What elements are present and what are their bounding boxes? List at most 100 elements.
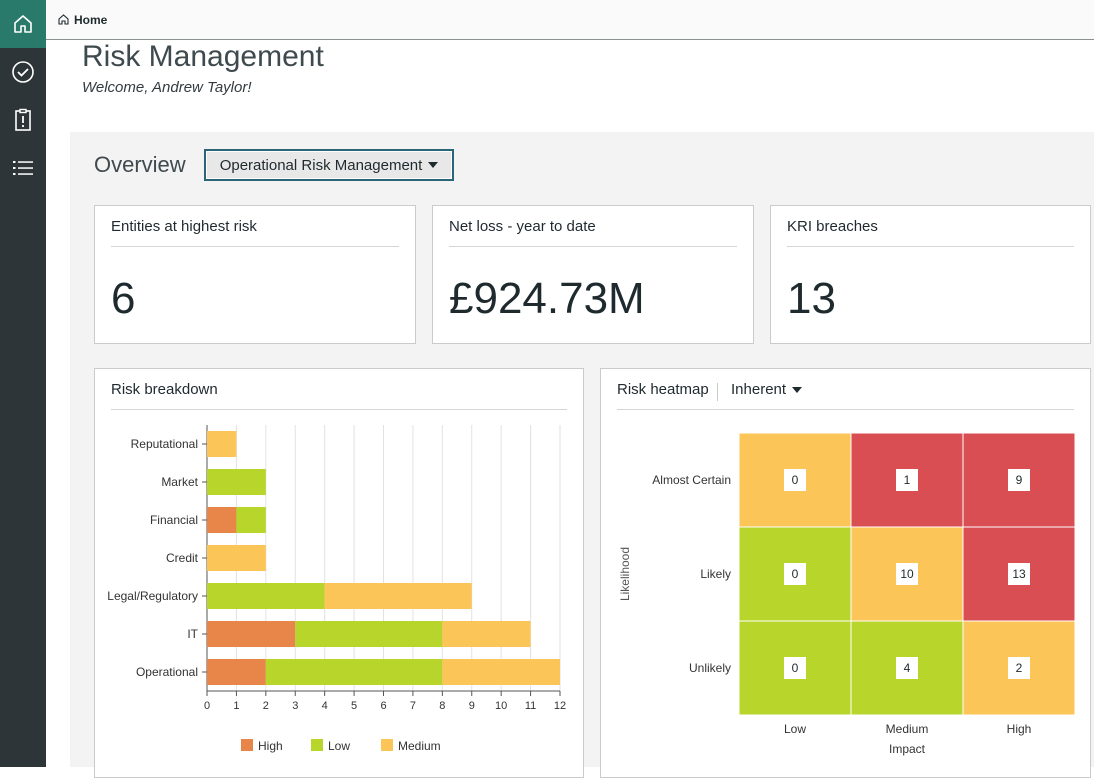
category-label: Reputational xyxy=(131,437,198,451)
x-tick-label: 8 xyxy=(439,700,445,712)
bar-segment-high xyxy=(207,507,237,533)
overview-label: Overview xyxy=(94,152,186,177)
divider xyxy=(787,246,1074,247)
legend-label: Medium xyxy=(398,739,441,753)
x-tick-label: 2 xyxy=(263,700,269,712)
category-label: Market xyxy=(161,475,198,489)
cell-value: 9 xyxy=(1016,473,1023,487)
kpi-card-kri-breaches: KRI breaches 13 xyxy=(770,205,1091,344)
divider xyxy=(617,409,1074,410)
welcome-message: Welcome, Andrew Taylor! xyxy=(82,79,252,96)
chevron-down-icon xyxy=(792,386,803,393)
nav-tasks[interactable] xyxy=(0,48,46,96)
legend-swatch xyxy=(311,739,323,751)
kpi-value: 6 xyxy=(111,274,136,323)
x-tick-label: 4 xyxy=(322,700,328,712)
risk-heatmap-chart: Almost Certain 0 1 9 Likely 0 10 13 Unlikely 0 4 2 L… xyxy=(618,432,1076,756)
home-icon xyxy=(14,15,32,33)
cell-value: 1 xyxy=(904,473,911,487)
top-bar: Home xyxy=(46,0,1094,40)
check-circle-icon xyxy=(12,61,34,83)
cell-value: 10 xyxy=(900,567,914,581)
kpi-value: 13 xyxy=(787,274,836,323)
cell-value-box xyxy=(896,469,918,491)
x-tick-label: 12 xyxy=(554,700,566,712)
risk-breakdown-card: Risk breakdown 0 1 2 3 4 5 6 7 8 9 10 11 12 Reputatio… xyxy=(94,368,584,778)
x-tick-label: 10 xyxy=(495,700,507,712)
breadcrumb-home[interactable]: Home xyxy=(74,12,108,27)
category-label: Operational xyxy=(136,665,198,679)
bar-segment-low xyxy=(236,507,266,533)
cell-value: 13 xyxy=(1012,567,1026,581)
x-tick-label: 9 xyxy=(469,700,475,712)
bar-segment-low xyxy=(295,621,443,647)
heatmap-mode-value: Inherent xyxy=(731,381,787,398)
cell-value-box xyxy=(784,469,806,491)
cell-value: 2 xyxy=(1016,661,1023,675)
y-axis-title: Likelihood xyxy=(618,547,632,601)
cell-value-box xyxy=(896,657,918,679)
risk-heatmap-title: Risk heatmap xyxy=(617,381,709,398)
legend-label: High xyxy=(258,739,283,753)
x-tick-label: 3 xyxy=(292,700,298,712)
kpi-card-entities: Entities at highest risk 6 xyxy=(94,205,416,344)
sidebar xyxy=(0,0,46,767)
cell-value: 0 xyxy=(792,567,799,581)
bar-segment-low xyxy=(207,583,325,609)
list-icon xyxy=(13,161,33,175)
cell-value-box xyxy=(1008,657,1030,679)
x-tick-label: 6 xyxy=(380,700,386,712)
row-label: Almost Certain xyxy=(652,473,731,487)
overview-dropdown[interactable]: Operational Risk Management xyxy=(204,149,454,181)
divider xyxy=(449,246,737,247)
bar-segment-low xyxy=(207,469,266,495)
bar-segment-medium xyxy=(442,621,531,647)
heatmap-mode-dropdown[interactable]: Inherent xyxy=(731,381,803,398)
x-tick-label: 11 xyxy=(525,700,536,712)
category-label: Credit xyxy=(166,551,199,565)
home-small-icon xyxy=(58,14,69,25)
col-label: Medium xyxy=(886,722,929,736)
cell-value: 0 xyxy=(792,661,799,675)
bar-segment-high xyxy=(207,621,296,647)
kpi-title: KRI breaches xyxy=(787,218,878,235)
nav-home[interactable] xyxy=(0,0,46,48)
cell-value: 4 xyxy=(904,661,911,675)
breadcrumb[interactable]: Home xyxy=(58,13,107,27)
divider xyxy=(111,409,567,410)
bar-segment-medium xyxy=(324,583,472,609)
cell-value: 0 xyxy=(792,473,799,487)
divider xyxy=(111,246,399,247)
page-title: Risk Management xyxy=(82,40,324,73)
bar-segment-medium xyxy=(442,659,560,685)
category-label: Financial xyxy=(150,513,198,527)
kpi-title: Net loss - year to date xyxy=(449,218,596,235)
kpi-card-net-loss: Net loss - year to date £924.73M xyxy=(432,205,754,344)
bar-segment-medium xyxy=(207,545,266,571)
col-label: High xyxy=(1007,722,1032,736)
row-label: Likely xyxy=(700,567,731,581)
category-label: IT xyxy=(187,627,198,641)
chevron-down-icon xyxy=(428,162,439,168)
cell-value-box xyxy=(1008,563,1030,585)
row-label: Unlikely xyxy=(689,661,731,675)
legend-swatch xyxy=(381,739,393,751)
risk-breakdown-chart: 0 1 2 3 4 5 6 7 8 9 10 11 12ReputationalMarketFinanc… xyxy=(107,425,566,753)
category-label: Legal/Regulatory xyxy=(107,589,198,603)
overview-panel: Overview Operational Risk Management Ent… xyxy=(70,132,1094,778)
cell-value-box xyxy=(896,563,918,585)
x-tick-label: 7 xyxy=(410,700,416,712)
col-label: Low xyxy=(784,722,806,736)
bar-segment-high xyxy=(207,659,266,685)
overview-dropdown-value: Operational Risk Management xyxy=(219,156,423,174)
x-tick-label: 1 xyxy=(233,700,239,712)
kpi-title: Entities at highest risk xyxy=(111,218,257,235)
x-tick-label: 5 xyxy=(351,700,357,712)
nav-list[interactable] xyxy=(0,144,46,192)
cell-value-box xyxy=(784,563,806,585)
x-tick-label: 0 xyxy=(204,700,210,712)
bar-segment-low xyxy=(265,659,443,685)
kpi-value: £924.73M xyxy=(449,274,645,323)
clipboard-alert-icon xyxy=(15,108,31,131)
nav-issues[interactable] xyxy=(0,96,46,144)
